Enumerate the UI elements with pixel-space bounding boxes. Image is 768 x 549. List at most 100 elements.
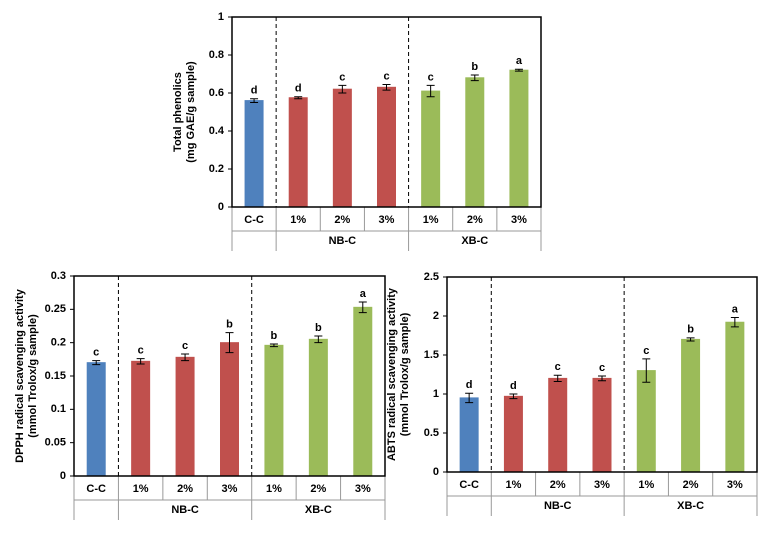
significance-label: c — [599, 362, 605, 374]
bar — [332, 88, 352, 208]
y-tick-label: 0 — [433, 466, 439, 478]
x-tick-label: 3% — [355, 483, 371, 495]
group-label: NB-C — [329, 235, 357, 247]
y-tick-label: 0 — [218, 201, 224, 213]
bar — [725, 321, 745, 473]
group-label: NB-C — [171, 504, 199, 516]
x-tick-label: 3% — [511, 214, 527, 226]
x-tick-label: 1% — [505, 479, 521, 491]
error-bar — [181, 353, 190, 362]
y-tick-label: 0.2 — [51, 337, 66, 349]
y-tick-label: 0.5 — [424, 427, 439, 439]
significance-label: c — [138, 345, 144, 357]
bar — [509, 69, 529, 208]
x-tick-label: C-C — [86, 483, 106, 495]
bar — [308, 338, 328, 477]
error-bar — [730, 317, 739, 328]
y-axis-title: DPPH radical scavenging activity — [14, 288, 26, 463]
significance-label: d — [510, 380, 517, 392]
x-tick-label: 3% — [727, 479, 743, 491]
significance-label: c — [643, 345, 649, 357]
bar — [86, 362, 106, 477]
error-bar — [426, 84, 435, 98]
x-tick-label: 2% — [177, 483, 193, 495]
group-label: XB-C — [461, 235, 488, 247]
bar — [353, 306, 373, 477]
y-tick-label: 1.5 — [424, 349, 439, 361]
significance-label: a — [516, 55, 523, 67]
bar — [421, 90, 441, 208]
significance-label: b — [471, 61, 478, 73]
bar — [264, 344, 284, 477]
error-bar — [465, 392, 474, 404]
bar — [175, 356, 195, 477]
significance-label: d — [466, 379, 473, 391]
x-tick-label: 3% — [379, 214, 395, 226]
bar — [548, 377, 568, 473]
x-tick-label: 2% — [550, 479, 566, 491]
significance-label: b — [687, 324, 694, 336]
bar — [377, 86, 396, 208]
y-tick-label: 0 — [60, 470, 66, 482]
bar — [636, 370, 656, 473]
error-bar — [92, 360, 101, 366]
error-bar — [225, 332, 234, 354]
group-label: NB-C — [544, 500, 572, 512]
y-tick-label: 0.3 — [51, 270, 66, 282]
y-axis-title: (mmol Trolox/g sample) — [399, 312, 411, 436]
significance-label: b — [271, 330, 278, 342]
error-bar — [269, 343, 278, 348]
error-bar — [382, 83, 391, 91]
x-tick-label: 3% — [222, 483, 238, 495]
y-tick-label: 0.6 — [209, 87, 224, 99]
error-bar — [470, 74, 479, 82]
x-tick-label: 1% — [423, 214, 439, 226]
y-axis-title: (mg GAE/g sample) — [185, 61, 197, 163]
y-tick-label: 1 — [218, 11, 224, 23]
y-tick-label: 0.25 — [45, 303, 66, 315]
significance-label: c — [182, 340, 188, 352]
significance-label: c — [428, 71, 434, 83]
y-tick-label: 2.5 — [424, 271, 439, 283]
x-tick-label: 3% — [594, 479, 610, 491]
bar — [459, 397, 479, 473]
significance-label: c — [383, 70, 389, 82]
significance-label: b — [315, 322, 322, 334]
plot-frame — [73, 275, 386, 477]
x-tick-label: 1% — [638, 479, 654, 491]
error-bar — [642, 358, 651, 383]
plot-frame — [446, 276, 758, 473]
y-tick-label: 0.05 — [45, 437, 66, 449]
significance-label: c — [339, 71, 345, 83]
y-tick-label: 0.15 — [45, 370, 66, 382]
significance-label: d — [251, 85, 258, 97]
bar — [503, 395, 523, 473]
y-tick-label: 0.1 — [51, 403, 66, 415]
y-axis-title: Total phenolics — [172, 72, 184, 152]
group-label: XB-C — [677, 500, 704, 512]
x-tick-label: 1% — [290, 214, 306, 226]
significance-label: c — [555, 361, 561, 373]
group-label: XB-C — [305, 504, 332, 516]
y-tick-label: 0.4 — [209, 125, 225, 137]
error-bar — [294, 96, 303, 100]
significance-label: b — [226, 319, 233, 331]
plot-frame — [231, 16, 542, 208]
error-bar — [250, 98, 259, 103]
significance-label: c — [93, 347, 99, 359]
x-tick-label: 2% — [467, 214, 483, 226]
x-tick-label: C-C — [244, 214, 264, 226]
x-tick-label: 1% — [133, 483, 149, 495]
bar — [592, 377, 612, 473]
x-tick-label: C-C — [459, 479, 479, 491]
error-bar — [553, 374, 562, 383]
x-tick-label: 1% — [266, 483, 282, 495]
y-tick-label: 1 — [433, 388, 439, 400]
error-bar — [358, 301, 367, 314]
error-bar — [136, 358, 145, 365]
y-tick-label: 2 — [433, 310, 439, 322]
significance-label: a — [732, 303, 739, 315]
x-tick-label: 2% — [310, 483, 326, 495]
y-tick-label: 0.8 — [209, 49, 224, 61]
